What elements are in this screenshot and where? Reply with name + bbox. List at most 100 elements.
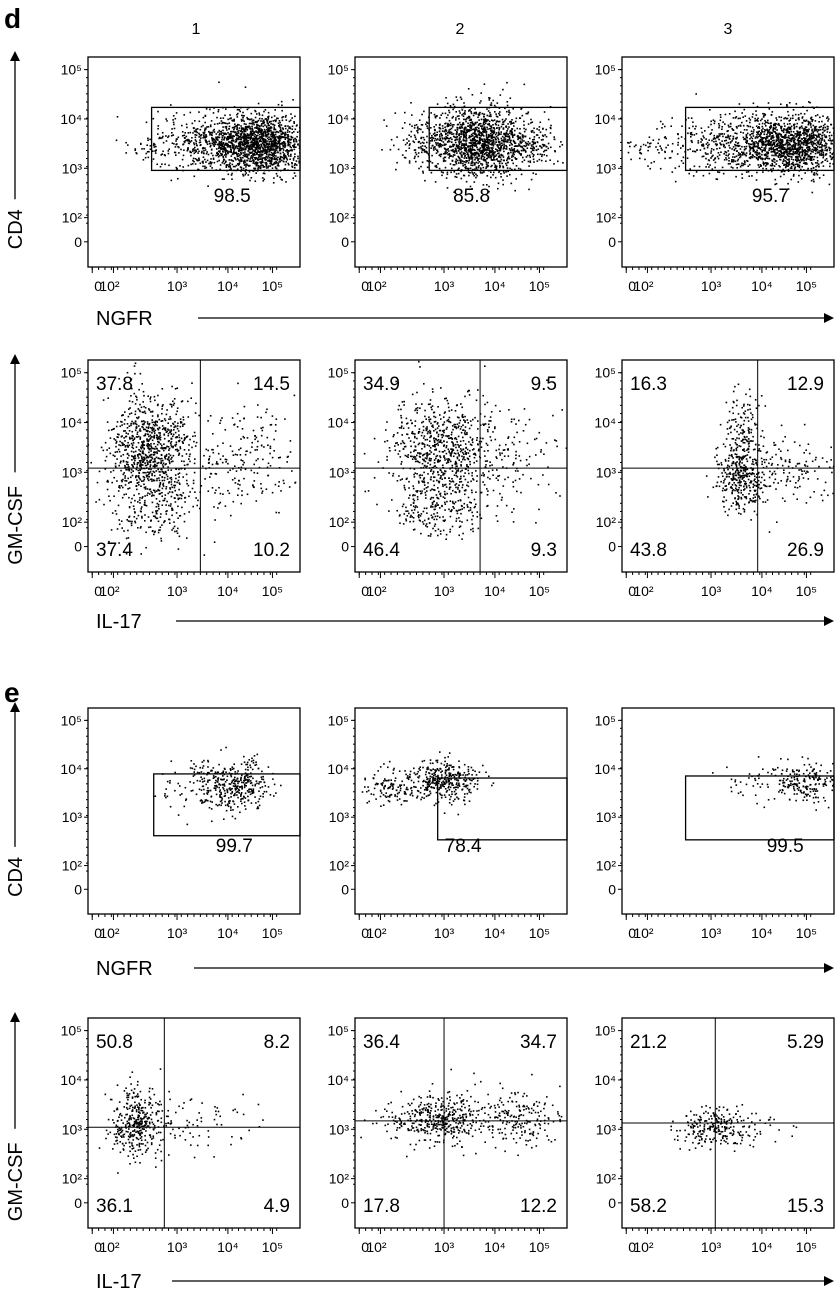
event-point xyxy=(797,130,799,133)
event-point xyxy=(468,119,471,121)
event-point xyxy=(279,130,282,132)
event-point xyxy=(198,120,201,123)
event-point xyxy=(257,145,259,147)
event-point xyxy=(463,145,466,148)
event-point xyxy=(221,137,224,139)
event-point xyxy=(774,128,777,130)
event-point xyxy=(259,139,261,142)
event-point xyxy=(232,131,235,133)
event-point xyxy=(788,160,791,163)
event-point xyxy=(816,114,819,116)
event-point xyxy=(288,141,290,143)
event-point xyxy=(487,123,489,126)
event-point xyxy=(737,154,740,156)
event-point xyxy=(496,127,498,129)
event-point xyxy=(758,126,760,128)
event-point xyxy=(426,122,429,124)
event-point xyxy=(292,99,294,101)
event-point xyxy=(140,142,142,145)
event-point xyxy=(446,141,449,143)
event-point xyxy=(261,164,264,166)
event-point xyxy=(157,127,159,130)
event-point xyxy=(256,134,259,137)
event-point xyxy=(824,149,826,152)
event-point xyxy=(293,121,295,123)
event-point xyxy=(211,132,214,134)
event-point xyxy=(442,157,445,160)
event-point xyxy=(465,118,468,120)
event-point xyxy=(488,115,491,117)
event-point xyxy=(239,166,242,168)
event-point xyxy=(223,132,225,135)
event-point xyxy=(770,126,773,128)
event-point xyxy=(782,168,784,171)
event-point xyxy=(785,165,787,168)
event-point xyxy=(457,172,460,175)
event-point xyxy=(261,160,264,162)
event-point xyxy=(465,129,468,132)
event-point xyxy=(792,117,794,120)
event-point xyxy=(806,135,808,138)
x-tick-label: 10³ xyxy=(434,278,455,294)
event-point xyxy=(270,135,272,138)
event-point xyxy=(308,156,310,158)
event-point xyxy=(777,144,779,147)
event-point xyxy=(811,134,813,137)
event-point xyxy=(522,147,525,150)
event-point xyxy=(239,138,242,141)
event-point xyxy=(784,156,786,159)
event-point xyxy=(204,158,206,161)
event-point xyxy=(219,154,221,157)
event-point xyxy=(496,120,498,122)
event-point xyxy=(242,157,244,159)
event-point xyxy=(747,125,750,128)
event-point xyxy=(275,157,278,160)
event-point xyxy=(788,135,790,137)
event-point xyxy=(190,140,193,142)
event-point xyxy=(268,130,271,132)
event-point xyxy=(792,109,795,111)
event-point xyxy=(181,135,184,137)
event-point xyxy=(483,83,486,85)
event-point xyxy=(763,131,766,133)
event-point xyxy=(230,137,233,139)
event-point xyxy=(244,141,247,144)
event-point xyxy=(284,116,287,118)
event-point xyxy=(748,163,751,166)
event-point xyxy=(236,138,239,140)
event-point xyxy=(293,164,296,167)
event-point xyxy=(765,135,768,138)
event-point xyxy=(462,115,465,117)
event-point xyxy=(762,112,764,115)
event-point xyxy=(272,182,275,184)
event-point xyxy=(274,128,276,130)
event-point xyxy=(452,154,455,156)
event-point xyxy=(447,132,449,134)
event-point xyxy=(246,133,249,135)
event-point xyxy=(455,133,458,136)
event-point xyxy=(249,179,251,182)
event-point xyxy=(488,135,491,137)
event-point xyxy=(204,130,206,132)
event-point xyxy=(527,112,529,115)
event-point xyxy=(530,144,533,146)
event-point xyxy=(251,146,254,148)
event-point xyxy=(803,156,805,159)
event-point xyxy=(826,160,829,162)
event-point xyxy=(809,121,811,123)
panel-letter-d: d xyxy=(4,3,21,34)
event-point xyxy=(199,139,201,141)
event-point xyxy=(511,156,513,158)
event-point xyxy=(792,148,794,151)
event-point xyxy=(453,124,455,126)
event-point xyxy=(754,145,757,148)
event-point xyxy=(269,162,271,165)
event-point xyxy=(764,158,766,161)
event-point xyxy=(787,126,790,129)
event-point xyxy=(245,153,247,156)
event-point xyxy=(263,157,266,159)
event-point xyxy=(307,172,309,174)
event-point xyxy=(222,126,224,128)
event-point xyxy=(274,142,277,144)
event-point xyxy=(251,123,254,125)
